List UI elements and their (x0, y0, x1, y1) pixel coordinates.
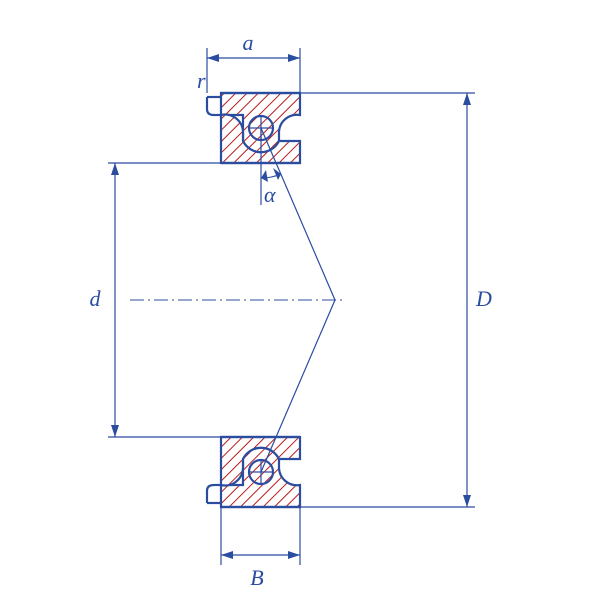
label-D: D (475, 286, 492, 311)
dimension-B: B (221, 507, 300, 590)
label-B: B (250, 565, 263, 590)
bottom-section (207, 300, 335, 507)
label-r: r (197, 68, 206, 93)
label-d: d (90, 286, 102, 311)
label-a: a (243, 30, 254, 55)
dimension-a: a (207, 30, 300, 93)
top-section: α (207, 93, 335, 300)
bearing-cross-section-diagram: α a r B (0, 0, 600, 600)
label-alpha: α (264, 182, 276, 207)
label-r-group: r (197, 68, 206, 93)
